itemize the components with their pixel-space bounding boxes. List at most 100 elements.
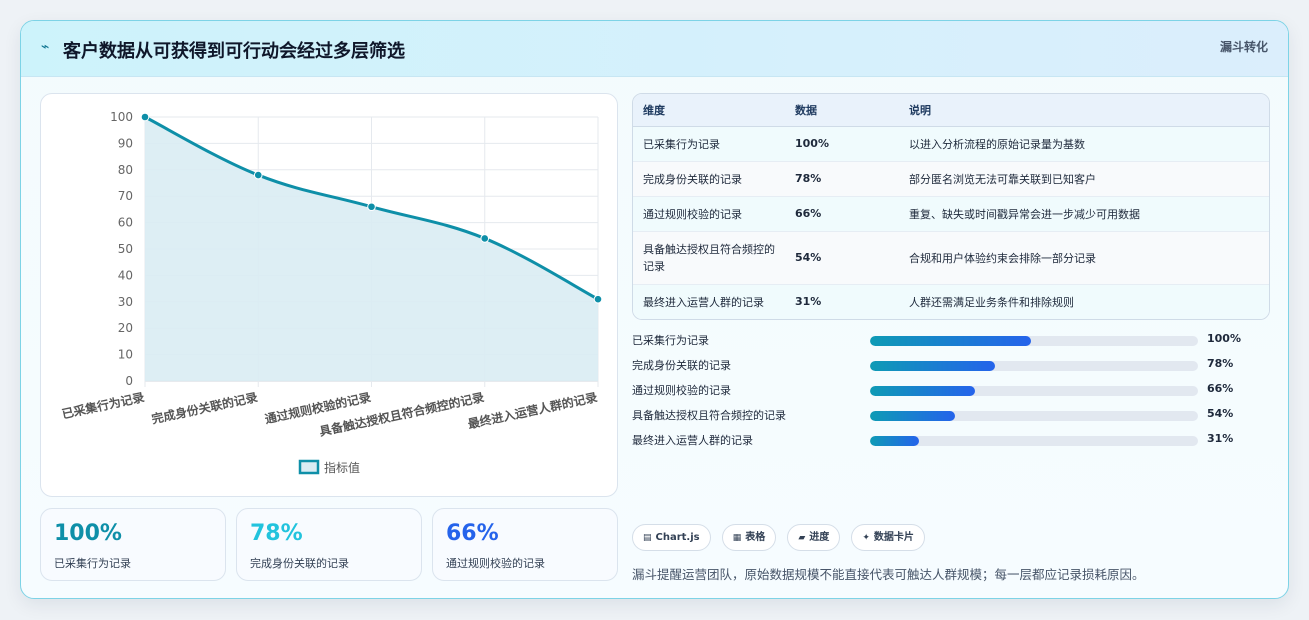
chip-label: 进度 bbox=[809, 532, 830, 543]
stat-value: 66% bbox=[446, 521, 499, 546]
cell-description: 合规和用户体验约束会排除一部分记录 bbox=[899, 231, 1269, 285]
table-row: 最终进入运营人群的记录 31% 人群还需满足业务条件和排除规则 bbox=[633, 284, 1269, 319]
table-row: 已采集行为记录 100% 以进入分析流程的原始记录量为基数 bbox=[633, 126, 1269, 162]
progress-value: 31% bbox=[1207, 432, 1234, 445]
progress-label: 完成身份关联的记录 bbox=[632, 359, 731, 372]
stat-card: 78% 完成身份关联的记录 bbox=[236, 508, 422, 581]
chip-progress[interactable]: ▰ 进度 bbox=[787, 524, 841, 551]
data-point bbox=[480, 234, 490, 243]
progress-row: 已采集行为记录 100% bbox=[632, 329, 1272, 354]
progress-row: 完成身份关联的记录 78% bbox=[632, 354, 1272, 379]
table-row: 具备触达授权且符合频控的记录 54% 合规和用户体验约束会排除一部分记录 bbox=[633, 231, 1269, 285]
dashboard-card: ⌁ 客户数据从可获得到可行动会经过多层筛选 漏斗转化 0 10 20 30 40 50 60… bbox=[20, 20, 1289, 599]
x-tick-label: 最终进入运营人群的记录 bbox=[466, 389, 598, 431]
y-tick-label: 30 bbox=[118, 295, 133, 309]
progress-value: 54% bbox=[1207, 407, 1234, 420]
data-point bbox=[253, 170, 263, 180]
table-row: 通过规则校验的记录 66% 重复、缺失或时间戳异常会进一步减少可用数据 bbox=[633, 196, 1269, 232]
y-tick-label: 80 bbox=[118, 163, 133, 177]
stat-value: 78% bbox=[250, 521, 303, 546]
progress-track bbox=[870, 411, 1198, 421]
stat-card: 66% 通过规则校验的记录 bbox=[432, 508, 618, 581]
x-tick-label: 已采集行为记录 bbox=[60, 389, 145, 421]
cell-dimension: 具备触达授权且符合频控的记录 bbox=[633, 231, 785, 285]
stat-card: 100% 已采集行为记录 bbox=[40, 508, 226, 581]
column-header: 维度 bbox=[633, 94, 785, 127]
progress-row: 最终进入运营人群的记录 31% bbox=[632, 429, 1272, 454]
chart-icon: ▤ bbox=[643, 533, 652, 543]
cell-dimension: 最终进入运营人群的记录 bbox=[643, 295, 764, 309]
chip-datacard[interactable]: ✦ 数据卡片 bbox=[851, 524, 925, 551]
cell-dimension: 通过规则校验的记录 bbox=[633, 196, 785, 232]
progress-track bbox=[870, 336, 1198, 346]
progress-list: 已采集行为记录 100% 完成身份关联的记录 78% 通过规则校验的记录 66%… bbox=[632, 329, 1272, 454]
progress-fill bbox=[870, 436, 920, 446]
progress-track bbox=[870, 361, 1198, 371]
progress-label: 最终进入运营人群的记录 bbox=[632, 434, 753, 447]
cell-dimension: 完成身份关联的记录 bbox=[633, 161, 785, 197]
y-tick-label: 70 bbox=[118, 189, 133, 203]
table-row: 完成身份关联的记录 78% 部分匿名浏览无法可靠关联到已知客户 bbox=[633, 161, 1269, 197]
cell-data: 31% bbox=[795, 295, 822, 309]
progress-label: 已采集行为记录 bbox=[632, 334, 709, 347]
progress-track bbox=[870, 386, 1198, 396]
stat-value: 100% bbox=[54, 521, 122, 546]
x-tick-label: 完成身份关联的记录 bbox=[150, 389, 259, 426]
progress-row: 具备触达授权且符合频控的记录 54% bbox=[632, 404, 1272, 429]
legend-swatch bbox=[298, 459, 320, 475]
y-tick-label: 100 bbox=[110, 110, 133, 124]
y-tick-label: 20 bbox=[118, 321, 133, 335]
cell-description: 以进入分析流程的原始记录量为基数 bbox=[899, 126, 1269, 162]
y-tick-label: 60 bbox=[118, 216, 133, 230]
progress-value: 78% bbox=[1207, 357, 1234, 370]
cell-description: 人群还需满足业务条件和排除规则 bbox=[909, 295, 1074, 309]
chart-panel: 0 10 20 30 40 50 60 70 80 90 100 已采集行为记录 完成身份关联的记录 通过… bbox=[40, 93, 618, 497]
progress-fill bbox=[870, 361, 995, 371]
column-header: 数据 bbox=[785, 94, 899, 127]
y-tick-label: 0 bbox=[125, 374, 133, 388]
cell-data: 78% bbox=[785, 161, 899, 197]
progress-value: 66% bbox=[1207, 382, 1234, 395]
y-tick-label: 50 bbox=[118, 242, 133, 256]
cell-dimension: 已采集行为记录 bbox=[633, 126, 785, 162]
table-icon: ▦ bbox=[732, 533, 742, 543]
progress-fill bbox=[870, 411, 956, 421]
progress-fill bbox=[870, 386, 975, 396]
chip-table[interactable]: ▦ 表格 bbox=[721, 524, 777, 551]
cell-description: 部分匿名浏览无法可靠关联到已知客户 bbox=[899, 161, 1269, 197]
card-header: ⌁ 客户数据从可获得到可行动会经过多层筛选 漏斗转化 bbox=[21, 21, 1288, 77]
stat-label: 完成身份关联的记录 bbox=[250, 557, 349, 570]
page-title: 客户数据从可获得到可行动会经过多层筛选 bbox=[63, 41, 405, 62]
footer-note: 漏斗提醒运营团队，原始数据规模不能直接代表可触达人群规模；每一层都应记录损耗原因… bbox=[632, 567, 1145, 582]
legend-label: 指标值 bbox=[324, 460, 360, 475]
tech-chips: ▤ Chart.js ▦ 表格 ▰ 进度 ✦ 数据卡片 bbox=[632, 524, 931, 551]
y-tick-label: 90 bbox=[118, 136, 133, 150]
cell-data: 54% bbox=[785, 231, 899, 285]
column-header: 说明 bbox=[899, 94, 1269, 127]
data-point bbox=[367, 202, 376, 212]
cell-description: 重复、缺失或时间戳异常会进一步减少可用数据 bbox=[899, 196, 1269, 232]
cell-data: 100% bbox=[785, 126, 899, 162]
progress-label: 通过规则校验的记录 bbox=[632, 384, 731, 397]
data-point bbox=[593, 294, 603, 304]
stat-label: 通过规则校验的记录 bbox=[446, 557, 545, 570]
progress-label: 具备触达授权且符合频控的记录 bbox=[632, 409, 786, 422]
header-tag: 漏斗转化 bbox=[1219, 40, 1268, 54]
series-area bbox=[145, 117, 598, 381]
stat-label: 已采集行为记录 bbox=[54, 557, 131, 570]
sparkle-icon: ✦ bbox=[862, 533, 870, 543]
table-header-row: 维度 数据 说明 bbox=[633, 94, 1269, 127]
progress-icon: ▰ bbox=[798, 533, 806, 543]
chart-trend-icon: ⌁ bbox=[41, 39, 50, 55]
chip-label: Chart.js bbox=[655, 532, 700, 543]
data-table: 维度 数据 说明 已采集行为记录 100% 以进入分析流程的原始记录量为基数 完… bbox=[632, 93, 1270, 320]
data-point bbox=[140, 112, 150, 122]
chip-label: 表格 bbox=[745, 532, 766, 543]
chip-chartjs[interactable]: ▤ Chart.js bbox=[632, 524, 711, 551]
y-tick-label: 10 bbox=[118, 348, 133, 362]
progress-fill bbox=[870, 336, 1031, 346]
progress-track bbox=[870, 436, 1198, 446]
progress-row: 通过规则校验的记录 66% bbox=[632, 379, 1272, 404]
cell-data: 66% bbox=[785, 196, 899, 232]
